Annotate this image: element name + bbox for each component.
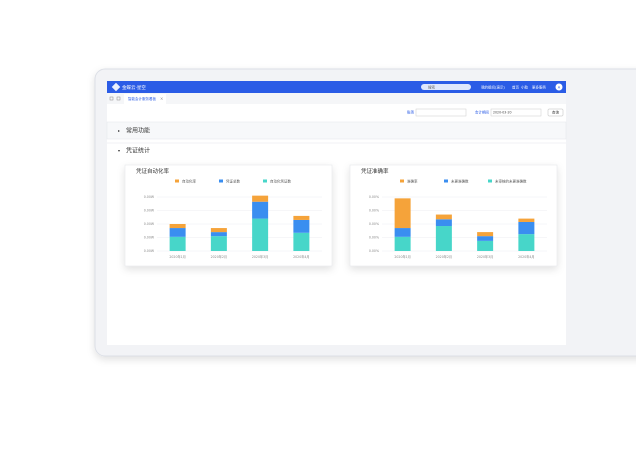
brand: 金蝶云·星空 [122, 84, 146, 91]
bar-segment [210, 228, 227, 233]
bar-segment [293, 219, 310, 233]
x-tick-label: 2020年2月 [436, 254, 453, 259]
chart-title: 凭证准确率 [361, 167, 389, 175]
section-title: 凭证统计 [126, 147, 150, 155]
bar-segment [169, 236, 186, 251]
bar-segment [477, 236, 494, 241]
tab-label: 智能会计服务看板 [128, 96, 156, 101]
section-bar[interactable] [106, 121, 567, 140]
bar-segment [210, 232, 227, 237]
legend-swatch [488, 179, 492, 183]
y-tick-label: 0.00W [144, 209, 155, 213]
bar-segment [477, 232, 494, 237]
logo [111, 82, 121, 92]
y-tick-label: 0.00% [369, 195, 379, 199]
bar-segment [169, 228, 186, 237]
filter-value: 2020-03-20 [493, 111, 512, 115]
bar-segment [518, 221, 535, 235]
legend-label: 自动化率 [182, 178, 196, 183]
y-tick-label: 0.00% [369, 209, 379, 213]
legend-swatch [263, 179, 267, 183]
x-tick-label: 2020年3月 [477, 254, 494, 259]
legend-label: 准确率 [407, 178, 418, 183]
search-box[interactable] [421, 84, 471, 90]
legend-label: 未更准确数 [451, 178, 469, 183]
chart-title: 凭证自动化率 [136, 167, 170, 175]
x-tick-label: 2020年4月 [293, 254, 310, 259]
bar-segment [252, 195, 269, 202]
bar-segment [518, 234, 535, 251]
filter-label: 账簿 [407, 110, 415, 115]
bar-segment [435, 226, 452, 251]
header-item[interactable]: 更多服务 [532, 85, 546, 90]
x-tick-label: 2020年2月 [211, 254, 228, 259]
tab-close[interactable]: × [160, 96, 163, 101]
header-item[interactable]: 首页 [512, 85, 520, 90]
filter-input[interactable] [490, 108, 542, 117]
search-placeholder: 搜索 [428, 84, 436, 89]
y-tick-label: 0.00% [369, 249, 379, 253]
tab[interactable] [124, 94, 166, 104]
x-tick-label: 2020年1月 [394, 254, 411, 259]
section-arrow: ▸ [118, 128, 120, 133]
x-tick-label: 2020年3月 [252, 254, 269, 259]
header-item[interactable]: 我的组织(演示) [481, 85, 505, 90]
bar-segment [394, 198, 411, 229]
filter-input[interactable] [415, 108, 467, 117]
bar-segment [435, 214, 452, 220]
bar-segment [169, 224, 186, 229]
bar-segment [518, 218, 535, 222]
y-tick-label: 0.00% [369, 236, 379, 240]
bar-segment [394, 236, 411, 251]
legend-label: 未审核的未更准确数 [495, 178, 527, 183]
legend-swatch [444, 179, 448, 183]
y-tick-label: 0.00% [369, 222, 379, 226]
x-tick-label: 2020年4月 [518, 254, 535, 259]
bar-segment [293, 215, 310, 220]
bar-segment [394, 228, 411, 237]
tab-bar [107, 93, 566, 104]
x-tick-label: 2020年1月 [169, 254, 186, 259]
bar-segment [210, 236, 227, 251]
filter-label: 会计期间 [475, 110, 489, 115]
legend-label: 凭证总数 [226, 178, 240, 183]
avatar[interactable] [555, 83, 563, 91]
legend-label: 自动化凭证数 [270, 178, 291, 183]
button-label: 查询 [552, 110, 560, 115]
bar-segment [435, 219, 452, 227]
bar-segment [477, 240, 494, 251]
section-title: 常用功能 [126, 127, 150, 135]
y-tick-label: 0.00W [144, 236, 155, 240]
avatar-text: A [558, 85, 561, 89]
y-tick-label: 0.00W [144, 195, 155, 199]
header-item[interactable]: 小助 [521, 85, 529, 90]
legend-swatch [175, 179, 179, 183]
legend-swatch [219, 179, 223, 183]
bar-segment [252, 201, 269, 219]
query-button[interactable] [547, 108, 564, 117]
legend-swatch [400, 179, 404, 183]
bar-segment [252, 218, 269, 251]
menu-icon[interactable] [116, 96, 121, 101]
section-arrow: ▾ [118, 148, 120, 153]
bar-segment [293, 232, 310, 251]
y-tick-label: 0.00W [144, 249, 155, 253]
y-tick-label: 0.00W [144, 222, 155, 226]
home-icon[interactable] [109, 96, 114, 101]
